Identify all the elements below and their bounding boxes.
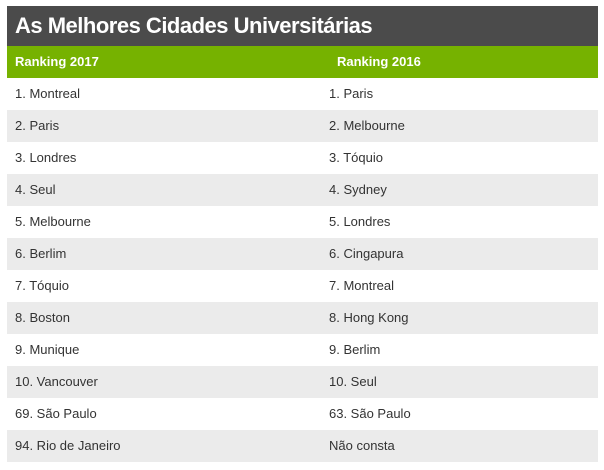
cell-2016: 1. Paris (329, 86, 374, 101)
table-row: 69. São Paulo 63. São Paulo (7, 398, 598, 430)
table-row: 6. Berlim 6. Cingapura (7, 238, 598, 270)
cell-2016: Não consta (329, 438, 395, 453)
cell-2016: 7. Montreal (329, 278, 395, 293)
cell-2017: 7. Tóquio (15, 278, 69, 293)
column-header-2017: Ranking 2017 (15, 54, 99, 69)
cell-2016: 5. Londres (329, 214, 391, 229)
table-row: 3. Londres 3. Tóquio (7, 142, 598, 174)
table-row: 2. Paris 2. Melbourne (7, 110, 598, 142)
cell-2017: 10. Vancouver (15, 374, 98, 389)
table-row: 1. Montreal 1. Paris (7, 78, 598, 110)
cell-2016: 10. Seul (329, 374, 377, 389)
column-header-2016: Ranking 2016 (337, 54, 421, 69)
table-row: 7. Tóquio 7. Montreal (7, 270, 598, 302)
cell-2017: 69. São Paulo (15, 406, 97, 421)
table-row: 10. Vancouver 10. Seul (7, 366, 598, 398)
table-row: 5. Melbourne 5. Londres (7, 206, 598, 238)
cell-2017: 9. Munique (15, 342, 80, 357)
cell-2017: 4. Seul (15, 182, 56, 197)
cell-2016: 4. Sydney (329, 182, 387, 197)
table-row: 4. Seul 4. Sydney (7, 174, 598, 206)
cell-2017: 1. Montreal (15, 86, 81, 101)
cell-2017: 3. Londres (15, 150, 77, 165)
table-row: 9. Munique 9. Berlim (7, 334, 598, 366)
table-row: 8. Boston 8. Hong Kong (7, 302, 598, 334)
table-header: Ranking 2017 Ranking 2016 (7, 46, 598, 78)
cell-2017: 5. Melbourne (15, 214, 91, 229)
cell-2016: 8. Hong Kong (329, 310, 409, 325)
table-body: 1. Montreal 1. Paris 2. Paris 2. Melbourne 3… (7, 78, 598, 462)
cell-2017: 2. Paris (15, 118, 60, 133)
table-row: 94. Rio de Janeiro Não consta (7, 430, 598, 462)
cell-2016: 63. São Paulo (329, 406, 411, 421)
table-title: As Melhores Cidades Universitárias (7, 6, 598, 46)
cell-2016: 6. Cingapura (329, 246, 404, 261)
cell-2016: 3. Tóquio (329, 150, 383, 165)
cell-2016: 2. Melbourne (329, 118, 405, 133)
cell-2017: 8. Boston (15, 310, 70, 325)
cell-2016: 9. Berlim (329, 342, 381, 357)
cell-2017: 6. Berlim (15, 246, 67, 261)
cell-2017: 94. Rio de Janeiro (15, 438, 121, 453)
ranking-table: As Melhores Cidades Universitárias Ranki… (7, 6, 598, 462)
